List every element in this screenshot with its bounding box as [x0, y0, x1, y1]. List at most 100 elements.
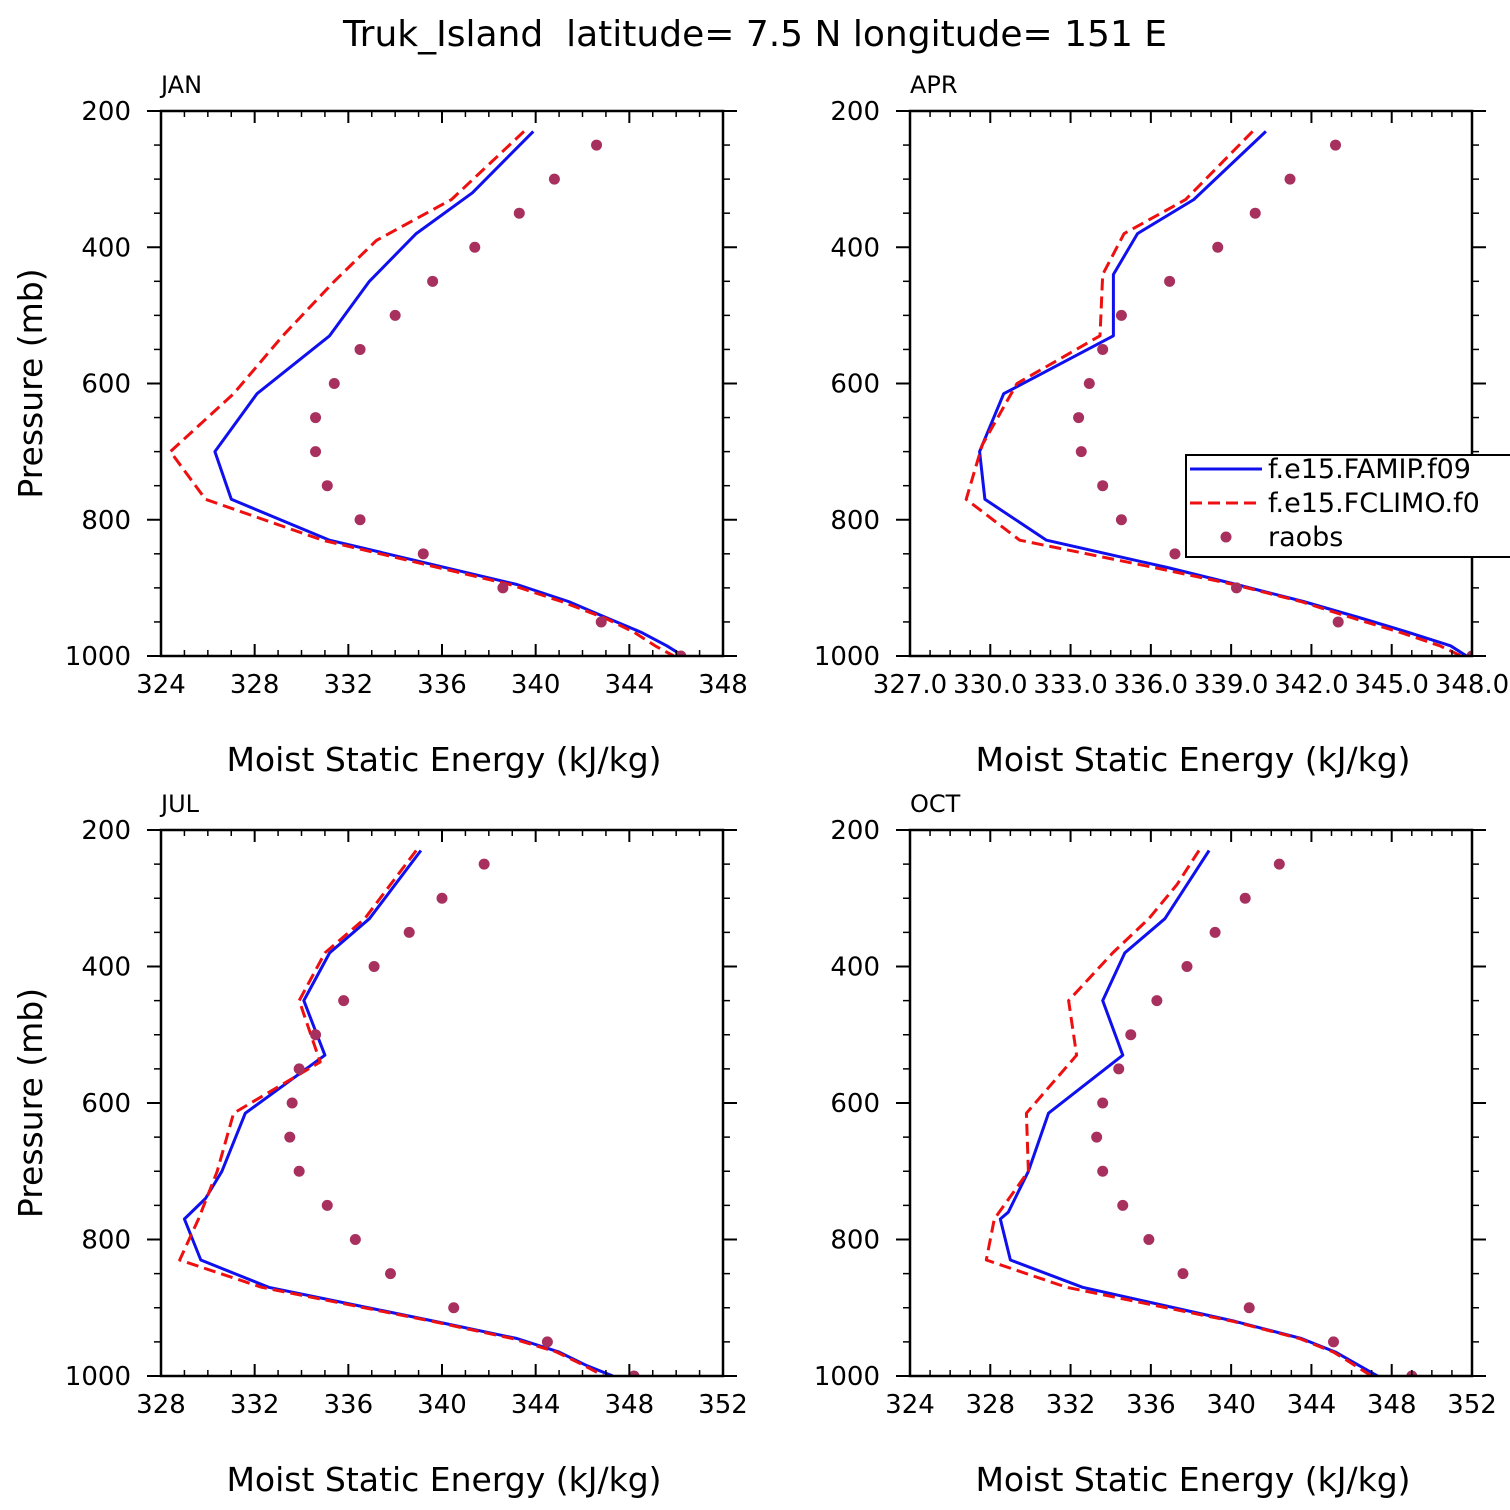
x-tick-label: 336: [1126, 1390, 1176, 1420]
raobs-point: [384, 1268, 396, 1280]
y-axis-label: Pressure (mb): [11, 988, 50, 1218]
plot-area: [984, 849, 1418, 1376]
x-tick-label: 328: [230, 670, 280, 700]
raobs-point: [338, 995, 350, 1007]
raobs-point: [1097, 1097, 1109, 1109]
x-tick-label: 339.0: [1194, 670, 1268, 700]
raobs-point: [1151, 995, 1163, 1007]
raobs-point: [328, 378, 340, 389]
y-tick-label: 800: [830, 1226, 880, 1256]
panel-title: JUL: [159, 790, 200, 818]
raobs-point: [1097, 1165, 1109, 1177]
raobs-point: [1113, 1063, 1125, 1075]
x-tick-label: 332: [230, 1390, 280, 1420]
raobs-point: [1125, 1029, 1137, 1041]
x-tick-label: 336: [417, 670, 467, 700]
x-tick-label: 328: [965, 1390, 1015, 1420]
fclimo-line: [168, 130, 675, 656]
famip-line: [998, 849, 1379, 1376]
raobs-point: [1212, 241, 1224, 253]
legend: f.e15.FAMIP.f09 f.e15.FCLIMO.f0 raobs: [1185, 454, 1510, 558]
x-tick-label: 333.0: [1033, 670, 1107, 700]
y-tick-label: 800: [81, 1226, 131, 1256]
figure-title: Truk_Island latitude= 7.5 N longitude= 1…: [342, 14, 1167, 55]
raobs-point: [1097, 480, 1109, 492]
raobs-point: [1230, 582, 1242, 594]
raobs-point: [1117, 1199, 1129, 1211]
raobs-point: [1330, 139, 1342, 151]
plot-area: [178, 849, 640, 1376]
legend-swatch-raobs: [1220, 531, 1232, 543]
raobs-point: [1075, 446, 1087, 458]
raobs-point: [368, 961, 380, 972]
y-tick-label: 400: [81, 953, 131, 983]
raobs-point: [628, 1370, 640, 1376]
raobs-point: [321, 480, 333, 492]
raobs-point: [548, 173, 560, 185]
x-tick-label: 336: [324, 1390, 374, 1420]
raobs-point: [354, 343, 366, 355]
famip-line: [182, 849, 614, 1376]
y-tick-label: 600: [830, 370, 880, 400]
y-tick-label: 200: [81, 816, 131, 846]
x-tick-label: 336.0: [1114, 670, 1188, 700]
raobs-point: [1466, 650, 1472, 656]
axes-frame: [159, 109, 725, 658]
legend-label-famip: f.e15.FAMIP.f09: [1268, 454, 1471, 485]
raobs-point: [310, 446, 322, 458]
raobs-point: [1115, 309, 1127, 321]
x-tick-label: 348: [605, 1390, 655, 1420]
raobs-point: [427, 275, 439, 287]
raobs-point: [403, 926, 415, 938]
raobs-point: [497, 582, 509, 594]
y-tick-label: 200: [830, 97, 880, 127]
x-tick-label: 352: [698, 1390, 748, 1420]
raobs-point: [1328, 1336, 1340, 1348]
x-tick-label: 340: [417, 1390, 467, 1420]
raobs-point: [389, 309, 401, 321]
x-tick-label: 344: [1287, 1390, 1337, 1420]
y-tick-label: 800: [830, 506, 880, 536]
x-axis-label: Moist Static Energy (kJ/kg): [226, 1460, 661, 1499]
y-tick-label: 400: [830, 233, 880, 263]
y-tick-label: 800: [81, 506, 131, 536]
y-tick-label: 1000: [814, 642, 880, 672]
y-tick-label: 1000: [65, 642, 131, 672]
legend-box: [1185, 454, 1510, 558]
y-tick-label: 600: [81, 370, 131, 400]
y-tick-label: 600: [830, 1089, 880, 1119]
x-tick-label: 340: [511, 670, 561, 700]
raobs-point: [1177, 1268, 1189, 1280]
panel-title: APR: [910, 71, 958, 99]
raobs-point: [478, 858, 490, 870]
panel-oct: OCT 324 328 332 336 340 344 348 352 200 400 600 800 1…: [814, 790, 1497, 1499]
raobs-point: [310, 1029, 322, 1041]
raobs-point: [1249, 207, 1261, 219]
raobs-point: [1332, 616, 1344, 628]
x-tick-label: 348: [1367, 1390, 1417, 1420]
raobs-point: [595, 616, 607, 628]
y-tick-label: 400: [830, 953, 880, 983]
raobs-point: [1097, 343, 1109, 355]
plot-area: [964, 130, 1472, 656]
y-tick-label: 1000: [65, 1362, 131, 1392]
panel-jan: JAN 324 328 332 336 340 344 348 200 400 600 800 1000…: [11, 71, 748, 779]
panel-jul: JUL 328 332 336 340 344 348 352 200 400 600 800 1000…: [11, 790, 748, 1499]
x-tick-label: 352: [1447, 1390, 1497, 1420]
x-tick-label: 344: [511, 1390, 561, 1420]
raobs-point: [513, 207, 525, 219]
x-tick-label: 327.0: [873, 670, 947, 700]
raobs-point: [310, 412, 322, 424]
raobs-point: [417, 548, 429, 560]
raobs-point: [591, 139, 603, 151]
x-tick-label: 332: [324, 670, 374, 700]
x-tick-label: 324: [136, 670, 186, 700]
panel-title: JAN: [159, 71, 202, 99]
fclimo-line: [984, 849, 1373, 1376]
y-tick-label: 600: [81, 1089, 131, 1119]
y-axis-label: Pressure (mb): [11, 268, 50, 498]
raobs-point: [1164, 275, 1176, 287]
x-tick-label: 342.0: [1274, 670, 1348, 700]
raobs-point: [293, 1063, 305, 1075]
